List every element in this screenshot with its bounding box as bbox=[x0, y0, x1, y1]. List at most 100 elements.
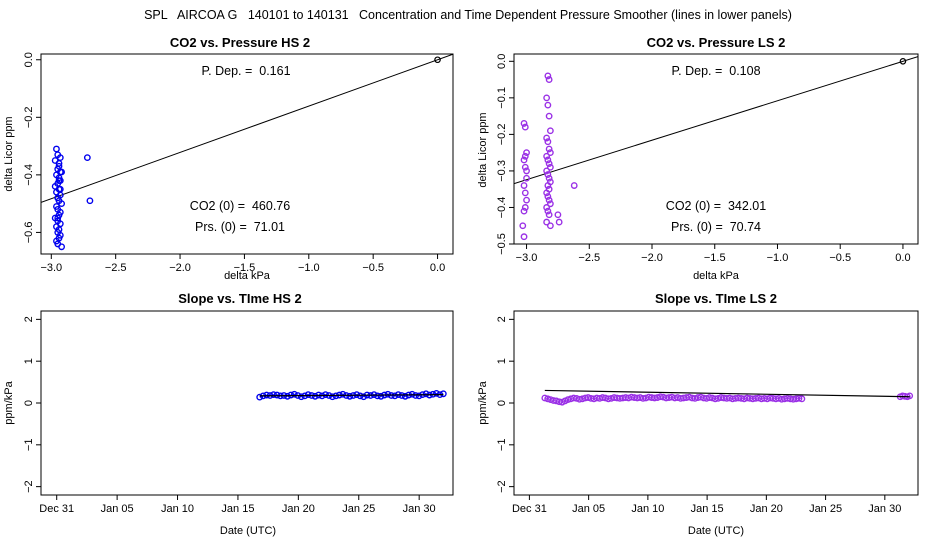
y-tick-label: 1 bbox=[496, 358, 508, 364]
data-point bbox=[523, 149, 530, 157]
x-tick-label: Dec 31 bbox=[512, 503, 547, 515]
y-tick-label: −0.6 bbox=[23, 222, 35, 244]
data-point bbox=[543, 218, 551, 226]
y-tick-label: 0.0 bbox=[496, 54, 508, 69]
x-tick-label: −1.5 bbox=[704, 252, 726, 264]
data-point bbox=[83, 154, 91, 161]
data-point bbox=[521, 163, 529, 171]
y-axis-label: ppm/kPa bbox=[477, 380, 489, 424]
data-point bbox=[290, 390, 298, 398]
y-tick-label: −0.1 bbox=[496, 87, 508, 109]
data-point bbox=[346, 392, 354, 400]
x-tick-label: −1.5 bbox=[234, 262, 256, 274]
y-tick-label: 0 bbox=[23, 400, 35, 406]
data-point bbox=[545, 211, 553, 219]
y-axis-label: ppm/kPa bbox=[3, 380, 15, 424]
data-point bbox=[543, 134, 551, 142]
data-point bbox=[546, 222, 554, 230]
data-point bbox=[521, 123, 529, 131]
data-point bbox=[555, 218, 563, 226]
panel-title: Slope vs. TIme HS 2 bbox=[178, 291, 302, 306]
x-tick-label: Jan 20 bbox=[750, 503, 783, 515]
panel-title: CO2 vs. Pressure HS 2 bbox=[170, 35, 310, 50]
data-point bbox=[408, 390, 416, 398]
origin-point bbox=[899, 58, 907, 65]
x-tick-label: 0.0 bbox=[895, 252, 910, 264]
data-point bbox=[544, 101, 552, 109]
data-point bbox=[520, 182, 528, 189]
data-point bbox=[523, 196, 530, 204]
smoother-line bbox=[259, 394, 444, 397]
data-point bbox=[523, 167, 530, 175]
y-tick-label: 0.0 bbox=[23, 52, 35, 67]
plot-frame bbox=[40, 53, 454, 255]
data-point bbox=[545, 174, 553, 182]
fit-line bbox=[514, 56, 918, 185]
data-point bbox=[543, 189, 551, 197]
data-point bbox=[544, 72, 552, 80]
y-tick-label: −0.5 bbox=[496, 233, 508, 255]
data-point bbox=[546, 200, 554, 208]
x-tick-label: −0.5 bbox=[829, 252, 851, 264]
data-point bbox=[54, 194, 62, 202]
x-tick-label: Jan 25 bbox=[342, 503, 375, 515]
panel-title: Slope vs. TIme LS 2 bbox=[655, 291, 777, 306]
data-point bbox=[544, 171, 552, 178]
panel-slope-time-ls: Slope vs. TIme LS 2 Date (UTC) ppm/kPa D… bbox=[477, 291, 919, 537]
data-point bbox=[520, 207, 528, 215]
panel-slope-time-hs: Slope vs. TIme HS 2 Date (UTC) ppm/kPa D… bbox=[3, 291, 454, 537]
axis-ticks: −3.0 −2.5 −2.0 −1.5 −1.0 −0.5 0.0 0.0 −0.2 −0.4 −0… bbox=[23, 52, 445, 274]
data-point bbox=[377, 392, 385, 400]
x-tick-label: Dec 31 bbox=[39, 503, 74, 515]
x-tick-label: Jan 15 bbox=[221, 503, 254, 515]
data-point bbox=[55, 159, 63, 167]
x-tick-label: Jan 05 bbox=[101, 503, 134, 515]
x-tick-label: Jan 20 bbox=[282, 503, 315, 515]
data-point bbox=[544, 182, 552, 189]
data-point bbox=[287, 391, 295, 399]
panel-title: CO2 vs. Pressure LS 2 bbox=[647, 35, 786, 50]
data-point bbox=[311, 392, 319, 400]
y-tick-label: −0.4 bbox=[23, 164, 35, 186]
data-point bbox=[545, 112, 553, 120]
data-marks bbox=[541, 389, 914, 406]
x-tick-label: Jan 05 bbox=[572, 503, 605, 515]
data-point bbox=[339, 390, 347, 398]
data-point bbox=[906, 392, 914, 400]
annotation-p-dep: P. Dep. = 0.161 bbox=[201, 64, 290, 78]
data-point bbox=[570, 182, 578, 189]
data-marks bbox=[514, 56, 918, 241]
data-point bbox=[519, 222, 527, 230]
data-point bbox=[304, 391, 312, 399]
x-axis-label: delta kPa bbox=[693, 270, 740, 282]
data-point bbox=[545, 160, 553, 168]
x-tick-label: Jan 15 bbox=[691, 503, 724, 515]
x-tick-label: Jan 30 bbox=[403, 503, 436, 515]
data-point bbox=[356, 392, 364, 400]
data-point bbox=[544, 395, 552, 403]
data-point bbox=[798, 395, 806, 403]
x-tick-label: Jan 10 bbox=[631, 503, 664, 515]
data-point bbox=[545, 76, 553, 83]
data-point bbox=[58, 200, 65, 208]
data-point bbox=[329, 393, 336, 401]
x-axis-label: delta kPa bbox=[224, 270, 271, 282]
data-point bbox=[56, 168, 64, 176]
annotation-p-dep: P. Dep. = 0.108 bbox=[671, 64, 760, 78]
x-tick-label: −3.0 bbox=[40, 262, 62, 274]
x-tick-label: −2.0 bbox=[169, 262, 191, 274]
data-point bbox=[374, 392, 381, 400]
data-point bbox=[523, 174, 530, 182]
annotation-prs-zero: Prs. (0) = 70.74 bbox=[671, 220, 761, 234]
data-point bbox=[521, 204, 529, 211]
data-point bbox=[543, 167, 551, 175]
data-point bbox=[391, 392, 399, 400]
data-point bbox=[543, 94, 551, 102]
data-point bbox=[412, 392, 420, 399]
y-axis-label: delta Licor ppm bbox=[3, 116, 15, 191]
axis-ticks: −3.0 −2.5 −2.0 −1.5 −1.0 −0.5 0.0 0.0 −0.1 −0.2 −0… bbox=[496, 54, 911, 264]
data-point bbox=[520, 156, 528, 164]
x-tick-label: Jan 30 bbox=[868, 503, 901, 515]
